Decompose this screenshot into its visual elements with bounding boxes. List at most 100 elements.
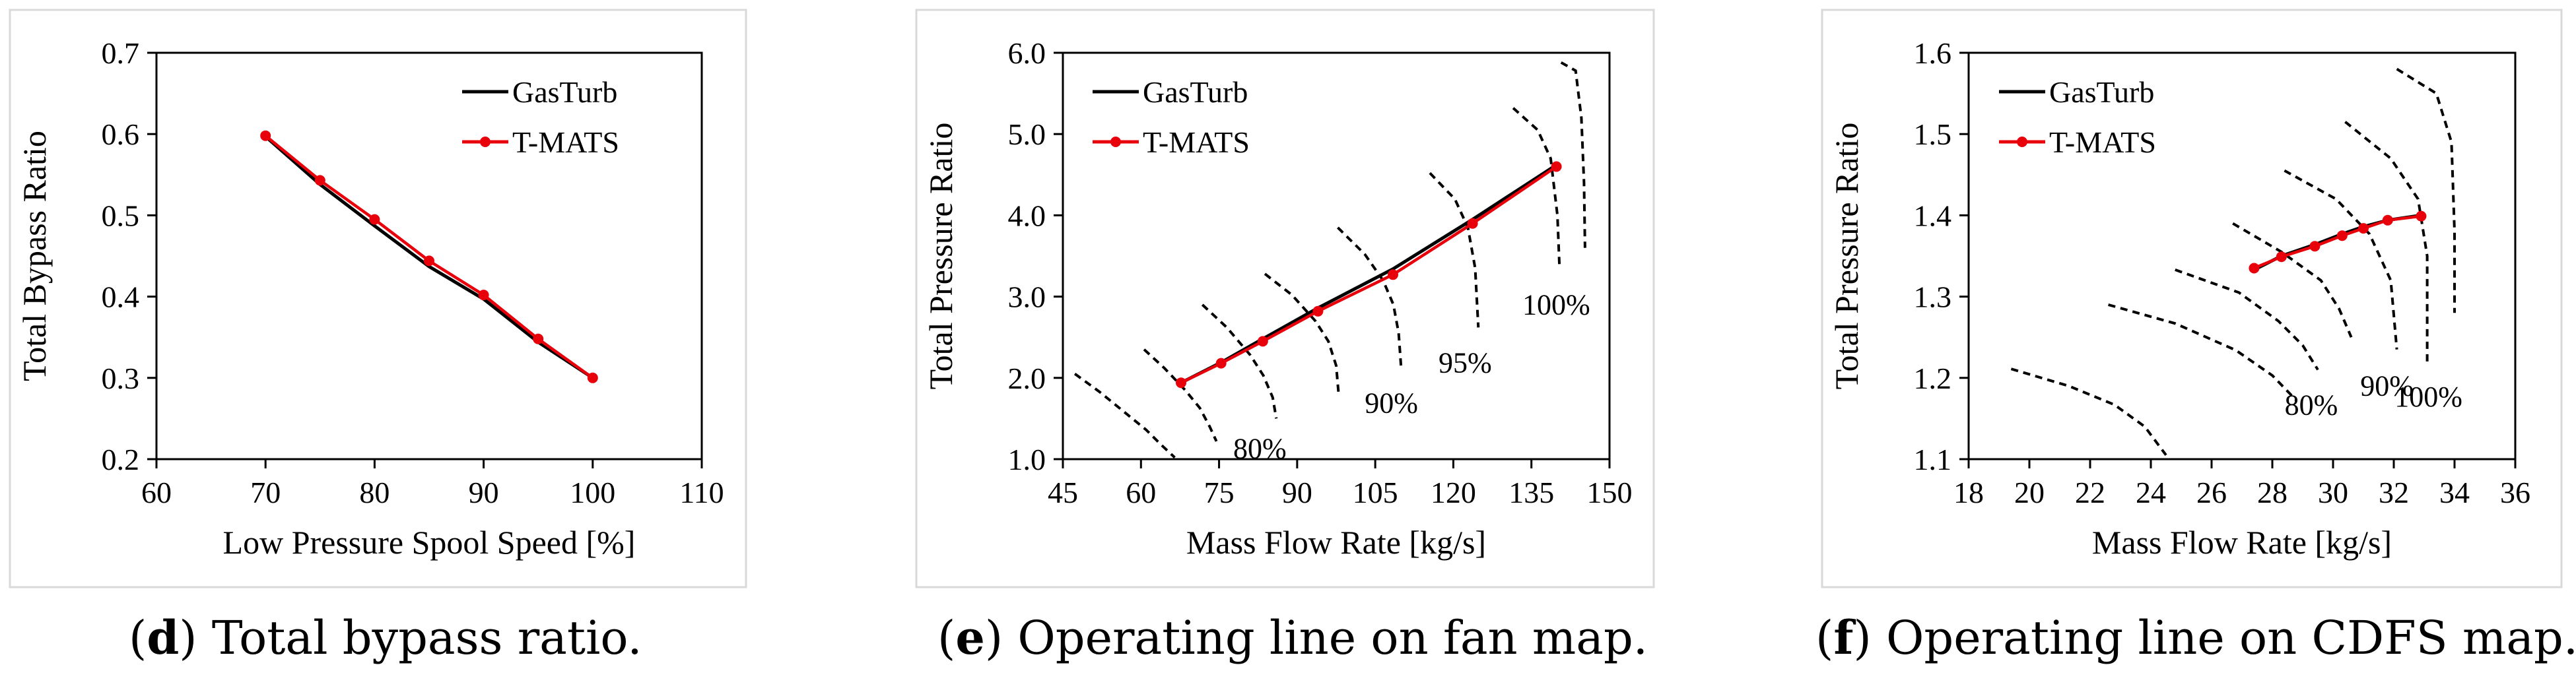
x-tick-label: 120 [1431,476,1476,509]
speed-line [2010,367,2167,456]
tmats-data-point [260,130,271,141]
y-tick-label: 1.3 [1914,280,1952,314]
y-tick-label: 0.4 [102,280,140,314]
caption-d: (d) Total bypass ratio. [129,610,642,665]
tmats-data-point [2309,241,2321,252]
speed-line [1073,372,1176,459]
x-axis-label: Low Pressure Spool Speed [%] [223,524,636,561]
y-tick-label: 6.0 [1008,36,1046,70]
speed-line [2108,303,2298,402]
plot-area [1967,51,2517,460]
x-tick-label: 60 [1126,476,1156,509]
y-tick-label: 0.5 [102,199,140,232]
legend-gasturb-label: GasTurb [1143,75,1248,109]
speed-line [1512,107,1561,269]
fan-map-chart: 45 60 75 90 105 120 135 150 1.0 2.0 3.0 4.0 5.0 6.0 Ma… [915,9,1655,588]
tmats-data-point [2416,210,2427,222]
speed-line-label: 80% [1233,432,1287,464]
x-tick-label: 34 [2439,476,2470,509]
legend-gasturb-label: GasTurb [2049,75,2154,109]
legend-tmats-marker [480,137,491,147]
x-tick-label: 105 [1353,476,1398,509]
legend-tmats-label: T-MATS [512,125,619,159]
tmats-data-point [1388,269,1398,280]
x-axis-label: Mass Flow Rate [kg/s] [2092,524,2392,561]
x-tick-label: 28 [2257,476,2288,509]
legend-tmats-marker [2017,137,2027,147]
bypass-ratio-chart: 60 70 80 90 100 110 0.2 0.3 0.4 0.5 0.6 0.7 Low Pres… [9,9,747,588]
speed-line-label: 90% [1365,387,1418,419]
legend-tmats-label: T-MATS [1143,125,1250,159]
y-axis-label: Total Bypass Ratio [16,131,53,381]
chart-frame [915,9,1655,588]
speed-line [1143,348,1218,442]
x-tick-label: 75 [1204,476,1235,509]
y-tick-label: 0.6 [102,117,140,151]
tmats-data-point [478,290,489,301]
y-tick-label: 1.1 [1914,443,1952,476]
y-tick-label: 0.3 [102,362,140,395]
caption-e: (e) Operating line on fan map. [937,610,1648,665]
tmats-data-point [424,255,434,267]
tmats-data-point [2382,214,2393,226]
tmats-data-point [1467,218,1478,229]
caption-f-text: Operating line on CDFS map. [1886,611,2576,665]
x-tick-label: 100 [570,476,615,509]
x-tick-label: 30 [2318,476,2348,509]
speed-line [2396,67,2456,313]
x-tick-label: 24 [2136,476,2166,509]
y-tick-label: 5.0 [1008,117,1046,151]
tmats-data-point [2276,251,2287,263]
x-tick-label: 45 [1048,476,1078,509]
tmats-data-point [2336,230,2348,241]
y-tick-label: 1.5 [1914,117,1952,151]
tmats-data-point [2358,223,2369,234]
speed-line [1264,272,1340,396]
plot-area [155,51,703,460]
chart-frame [9,9,747,588]
y-tick-label: 2.0 [1008,362,1046,395]
caption-e-text: Operating line on fan map. [1017,611,1648,665]
x-tick-label: 150 [1587,476,1633,509]
y-axis-label: Total Pressure Ratio [922,123,959,390]
y-tick-label: 1.2 [1914,362,1952,395]
x-tick-label: 26 [2196,476,2227,509]
legend-tmats-marker [1110,137,1121,147]
speed-line [1336,226,1403,370]
x-tick-label: 70 [250,476,281,509]
tmats-data-point [369,214,380,225]
tmats-data-point [1257,336,1268,347]
y-tick-label: 1.4 [1914,199,1952,232]
caption-f-letter: f [1833,610,1854,665]
y-tick-label: 3.0 [1008,280,1046,314]
x-tick-label: 90 [1282,476,1312,509]
x-tick-label: 20 [2014,476,2045,509]
tmats-data-point [1312,305,1324,317]
speed-line [1201,303,1278,419]
speed-line-label: 100% [1522,288,1590,321]
x-tick-label: 90 [469,476,499,509]
speed-line-label: 100% [2394,381,2462,413]
speed-line [1560,61,1586,248]
caption-d-text: Total bypass ratio. [211,611,642,665]
y-tick-label: 4.0 [1008,199,1046,232]
x-tick-label: 18 [1953,476,1984,509]
x-tick-label: 80 [359,476,390,509]
speed-line-label: 95% [1439,346,1492,379]
speed-line [2175,269,2319,371]
caption-f: (f) Operating line on CDFS map. [1815,610,2576,665]
x-tick-label: 36 [2500,476,2530,509]
x-tick-label: 22 [2075,476,2105,509]
tmats-data-point [587,372,598,383]
tmats-data-point [1551,161,1562,172]
x-tick-label: 32 [2379,476,2409,509]
speed-line [2344,121,2429,362]
tmats-data-point [2249,263,2260,274]
speed-line-label: 80% [2285,389,2338,421]
x-tick-label: 110 [679,476,724,509]
plot-area [1062,51,1611,460]
y-tick-label: 0.7 [102,36,140,70]
y-tick-label: 1.0 [1008,443,1046,476]
tmats-data-point [1176,377,1186,389]
